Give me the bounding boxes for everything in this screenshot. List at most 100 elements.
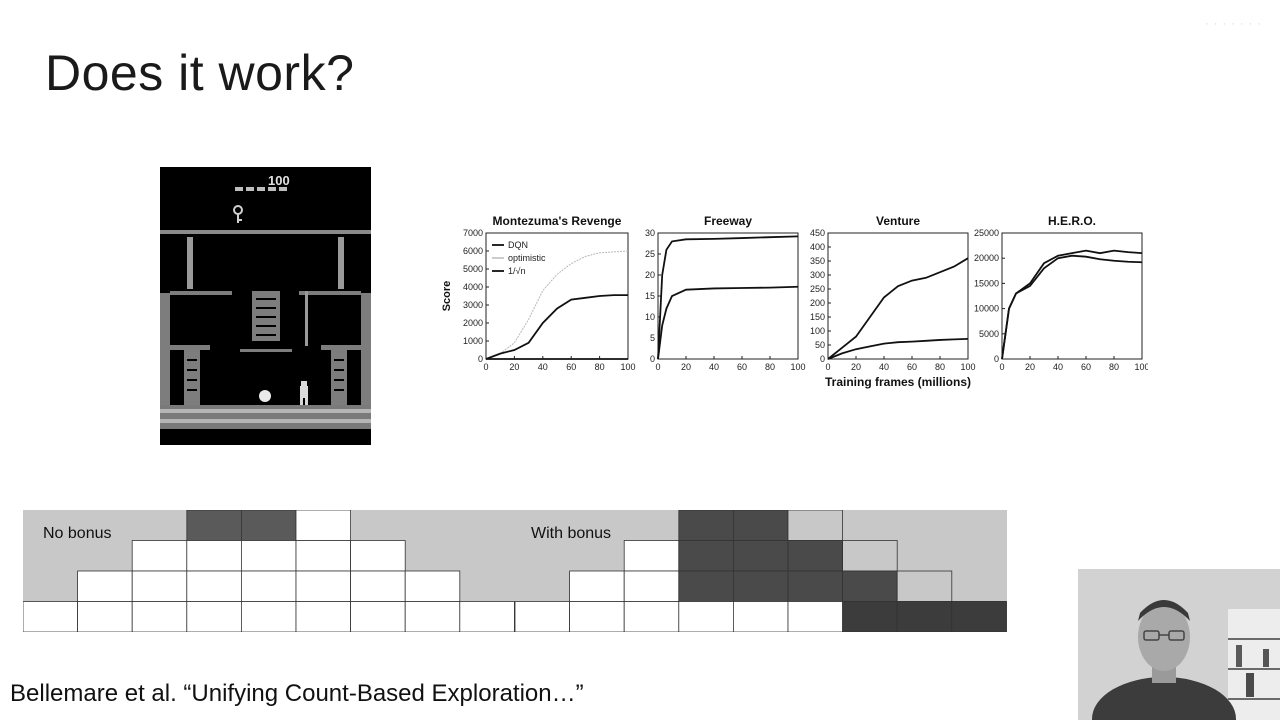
series-line-optimistic xyxy=(485,250,629,360)
y-tick-label: 1000 xyxy=(463,336,483,346)
room-cell-withbonus xyxy=(787,601,843,633)
x-tick-label: 20 xyxy=(681,362,691,372)
y-tick-label: 15000 xyxy=(974,278,999,288)
y-tick-label: 15 xyxy=(645,291,655,301)
y-tick-label: 400 xyxy=(810,242,825,252)
x-tick-label: 0 xyxy=(999,362,1004,372)
x-tick-label: 60 xyxy=(566,362,576,372)
slide-title: Does it work? xyxy=(45,45,355,101)
presenter-shoulders xyxy=(1092,677,1236,720)
series-line-1n xyxy=(657,285,799,360)
room-cell-withbonus xyxy=(569,601,625,633)
y-tick-label: 0 xyxy=(478,354,483,364)
watermark: · · · · · · · xyxy=(1205,18,1262,30)
y-tick-label: 10 xyxy=(645,312,655,322)
no-bonus-label: No bonus xyxy=(43,525,112,542)
room-cell-withbonus xyxy=(623,540,680,572)
y-tick-label: 20000 xyxy=(974,253,999,263)
x-tick-label: 60 xyxy=(1081,362,1091,372)
y-axis-label: Score xyxy=(441,281,453,312)
chart-frame xyxy=(827,232,969,360)
y-tick-label: 150 xyxy=(810,312,825,322)
room-cell-nobonus xyxy=(404,601,461,633)
legend-label: DQN xyxy=(508,240,528,250)
y-tick-label: 50 xyxy=(815,340,825,350)
room-cell-withbonus xyxy=(787,570,843,602)
with-bonus-label: With bonus xyxy=(531,525,611,542)
chart-1: Freeway 0 5 10 15 20 25 30 0 20 40 60 80 100 xyxy=(645,214,806,372)
room-cell-withbonus xyxy=(733,601,789,633)
series-line-dqn xyxy=(657,235,799,360)
presenter-webcam xyxy=(1078,569,1280,720)
middle-platforms xyxy=(160,345,371,405)
x-tick-label: 20 xyxy=(851,362,861,372)
x-tick-label: 80 xyxy=(595,362,605,372)
x-tick-label: 20 xyxy=(509,362,519,372)
player-icon xyxy=(300,381,308,405)
x-tick-label: 0 xyxy=(655,362,660,372)
side-ladders xyxy=(184,350,347,405)
x-tick-label: 100 xyxy=(620,362,635,372)
room-cell-nobonus xyxy=(350,540,406,572)
series-line-1n xyxy=(827,257,969,360)
game-screenshot: 100 xyxy=(160,167,371,445)
room-cell-withbonus xyxy=(842,540,898,572)
grid-svg: No bonus With bonus xyxy=(22,509,1007,633)
room-cell-nobonus xyxy=(240,509,297,541)
key-icon xyxy=(233,205,243,223)
y-tick-label: 300 xyxy=(810,270,825,280)
series-line-dqn xyxy=(1001,254,1143,360)
y-tick-label: 7000 xyxy=(463,228,483,238)
x-tick-label: 40 xyxy=(1053,362,1063,372)
chart-title: Venture xyxy=(876,214,920,228)
y-tick-label: 4000 xyxy=(463,282,483,292)
room-cell-nobonus xyxy=(350,570,406,602)
room-cell-withbonus xyxy=(678,509,734,541)
room-cell-withbonus xyxy=(678,540,734,572)
citation: Bellemare et al. “Unifying Count-Based E… xyxy=(10,680,584,707)
y-tick-label: 0 xyxy=(820,354,825,364)
y-tick-label: 25 xyxy=(645,249,655,259)
x-tick-label: 40 xyxy=(709,362,719,372)
y-tick-label: 0 xyxy=(994,354,999,364)
room-cell-withbonus xyxy=(787,509,843,541)
room-cell-nobonus xyxy=(350,601,406,633)
center-ladder xyxy=(252,291,280,341)
room-cell-withbonus xyxy=(733,540,789,572)
x-tick-label: 40 xyxy=(879,362,889,372)
x-tick-label: 80 xyxy=(935,362,945,372)
room-cell-withbonus xyxy=(623,570,680,602)
room-cell-withbonus xyxy=(842,601,898,633)
chart-2: Venture 0 50 100 150 200 250 300 350 400 450 0 20 40 6… xyxy=(810,214,976,389)
y-tick-label: 3000 xyxy=(463,300,483,310)
room-cell-nobonus xyxy=(459,601,515,633)
results-charts: Montezuma's Revenge 0 1000 2000 3000 4000 5000… xyxy=(436,205,1150,395)
chart-title: Freeway xyxy=(704,214,752,228)
room-cell-withbonus xyxy=(787,540,843,572)
room-cell-nobonus xyxy=(295,540,351,572)
y-tick-label: 0 xyxy=(650,354,655,364)
x-tick-label: 60 xyxy=(737,362,747,372)
room-cell-nobonus xyxy=(240,570,297,602)
floor-pattern xyxy=(160,409,371,423)
x-tick-label: 80 xyxy=(765,362,775,372)
room-cell-withbonus xyxy=(842,570,898,602)
room-cell-withbonus xyxy=(733,509,789,541)
y-tick-label: 25000 xyxy=(974,228,999,238)
room-cell-nobonus xyxy=(404,570,461,602)
room-cell-withbonus xyxy=(623,601,680,633)
y-tick-label: 200 xyxy=(810,298,825,308)
room-cell-nobonus xyxy=(22,601,78,633)
room-cell-withbonus xyxy=(678,570,734,602)
game-scene: 100 xyxy=(160,167,371,445)
series-line-1n xyxy=(1001,249,1143,360)
webcam-feed xyxy=(1078,569,1280,720)
room-cell-withbonus xyxy=(896,601,953,633)
room-cell-withbonus xyxy=(514,601,570,633)
y-tick-label: 100 xyxy=(810,326,825,336)
chart-frame xyxy=(1001,232,1143,360)
x-tick-label: 40 xyxy=(538,362,548,372)
y-tick-label: 6000 xyxy=(463,246,483,256)
room-cell-nobonus xyxy=(295,601,351,633)
game-score: 100 xyxy=(268,173,290,188)
